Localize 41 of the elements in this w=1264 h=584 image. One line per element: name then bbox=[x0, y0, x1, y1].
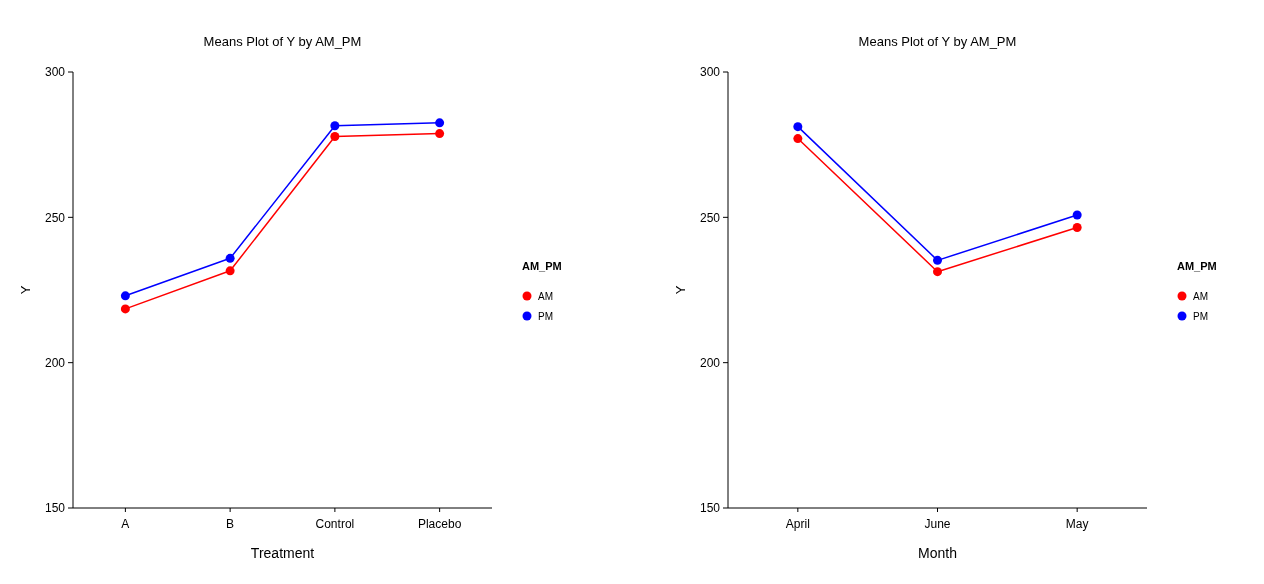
point bbox=[330, 132, 340, 142]
x-tick-label: B bbox=[226, 517, 235, 531]
y-tick-label: 200 bbox=[699, 355, 721, 370]
legend-label: PM bbox=[1193, 310, 1208, 322]
point bbox=[120, 291, 130, 301]
chart-title: Means Plot of Y by AM_PM bbox=[203, 34, 362, 49]
x-tick-label: Placebo bbox=[417, 517, 462, 531]
point bbox=[1072, 210, 1082, 220]
x-tick-label: A bbox=[121, 517, 130, 531]
point bbox=[793, 134, 803, 144]
x-tick-label: June bbox=[924, 517, 951, 531]
point bbox=[435, 129, 445, 139]
y-tick-label: 200 bbox=[44, 355, 66, 370]
y-tick-label: 150 bbox=[699, 501, 721, 516]
legend-label: AM bbox=[538, 290, 553, 302]
point bbox=[1072, 223, 1082, 233]
y-tick-label: 250 bbox=[44, 210, 66, 225]
point bbox=[435, 118, 445, 128]
point bbox=[225, 253, 235, 263]
legend-title: AM_PM bbox=[1177, 260, 1217, 272]
point bbox=[330, 121, 340, 131]
point bbox=[120, 304, 130, 314]
x-axis-title: Treatment bbox=[250, 545, 315, 561]
y-axis-title: Y bbox=[18, 285, 33, 295]
point bbox=[933, 255, 942, 265]
legend-title: AM_PM bbox=[522, 260, 562, 272]
y-axis-title: Y bbox=[673, 285, 688, 295]
point bbox=[793, 122, 803, 132]
x-tick-label: May bbox=[1065, 517, 1089, 531]
y-tick-label: 150 bbox=[44, 501, 66, 516]
x-tick-label: Control bbox=[315, 517, 355, 531]
legend-label: PM bbox=[538, 310, 553, 322]
point bbox=[933, 267, 942, 277]
x-axis-title: Month bbox=[918, 545, 957, 561]
chart-title: Means Plot of Y by AM_PM bbox=[858, 34, 1017, 49]
point bbox=[225, 266, 235, 276]
y-tick-label: 300 bbox=[44, 65, 66, 80]
legend-label: AM bbox=[1193, 290, 1208, 302]
x-tick-label: April bbox=[785, 517, 810, 531]
y-tick-label: 300 bbox=[699, 65, 721, 80]
y-tick-label: 250 bbox=[699, 210, 721, 225]
